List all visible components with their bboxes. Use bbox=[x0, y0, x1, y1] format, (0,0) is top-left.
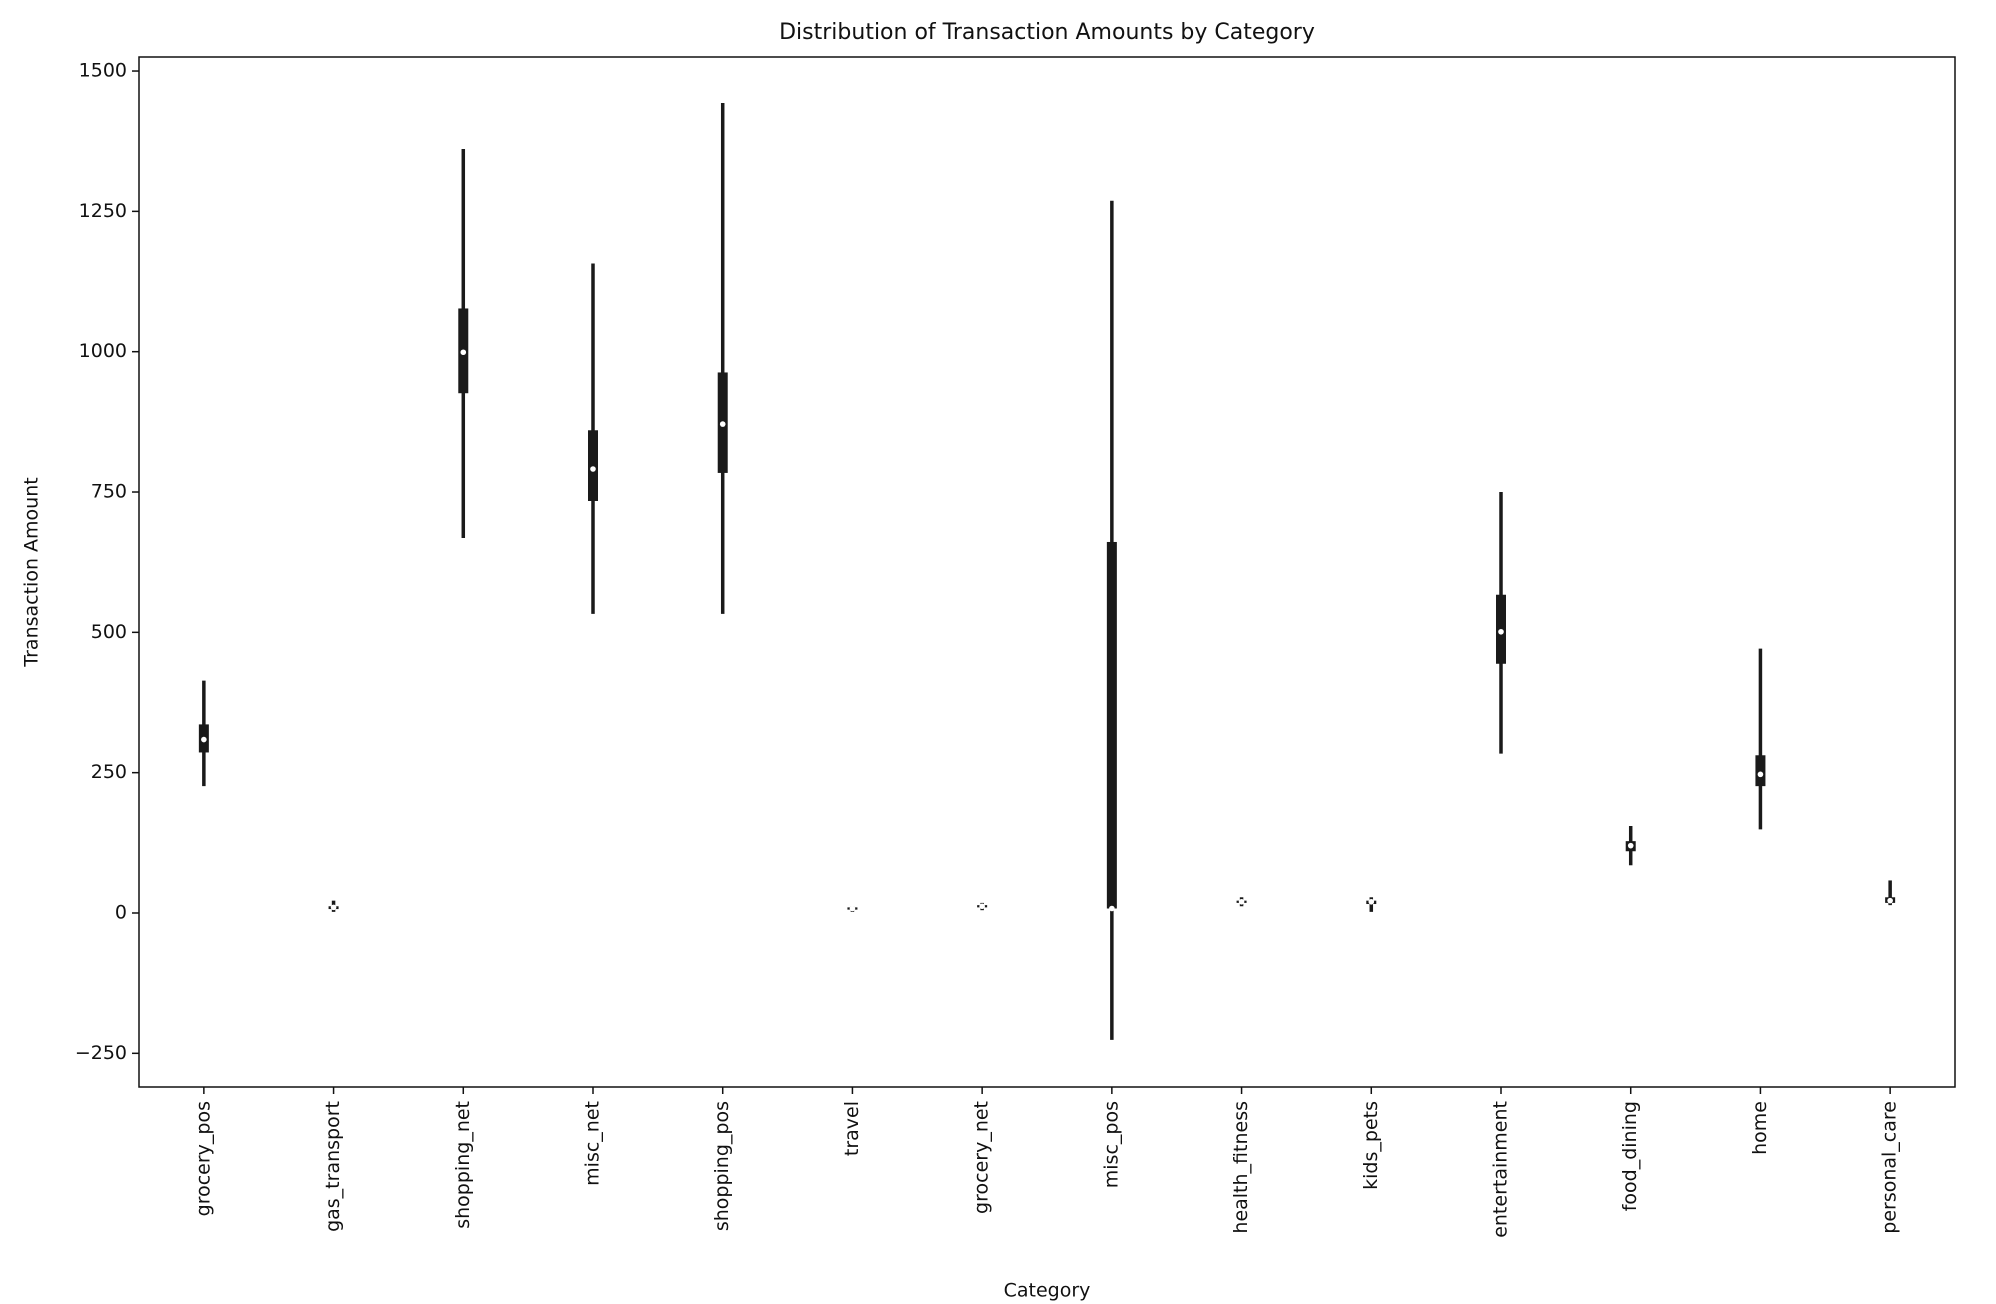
y-tick-label: 750 bbox=[91, 481, 127, 503]
median bbox=[1757, 771, 1764, 778]
x-tick-label: shopping_net bbox=[452, 1101, 474, 1229]
x-tick-label: grocery_net bbox=[971, 1101, 993, 1214]
median bbox=[590, 466, 596, 472]
y-tick-label: 250 bbox=[91, 761, 127, 783]
x-tick-label: entertainment bbox=[1490, 1101, 1512, 1238]
x-tick-label: food_dining bbox=[1619, 1101, 1641, 1211]
median bbox=[1887, 897, 1893, 904]
median bbox=[1109, 905, 1115, 912]
median bbox=[1627, 842, 1634, 849]
x-tick-label: home bbox=[1749, 1101, 1771, 1155]
x-tick-label: travel bbox=[841, 1101, 863, 1156]
plot-frame bbox=[138, 56, 1956, 1088]
median bbox=[1238, 898, 1245, 905]
median bbox=[460, 349, 467, 356]
median bbox=[1498, 628, 1504, 635]
y-tick-label: 500 bbox=[91, 621, 127, 643]
x-tick-label: gas_transport bbox=[322, 1101, 344, 1232]
x-tick-label: personal_care bbox=[1879, 1101, 1901, 1234]
y-axis-label: Transaction Amount bbox=[21, 477, 43, 667]
box bbox=[1106, 541, 1117, 909]
y-tick-label: 0 bbox=[115, 901, 127, 923]
x-axis-label: Category bbox=[1004, 1280, 1091, 1302]
x-tick-label: health_fitness bbox=[1230, 1101, 1252, 1234]
box bbox=[588, 430, 598, 501]
x-tick-label: misc_net bbox=[582, 1101, 604, 1186]
median bbox=[1368, 898, 1375, 905]
median bbox=[201, 736, 207, 743]
y-tick-label: 1000 bbox=[79, 340, 127, 362]
x-tick-label: kids_pets bbox=[1360, 1101, 1382, 1190]
y-tick-label: 1500 bbox=[79, 60, 127, 82]
median bbox=[849, 905, 856, 912]
chart-title: Distribution of Transaction Amounts by C… bbox=[779, 20, 1315, 45]
median bbox=[979, 903, 985, 910]
x-tick-label: shopping_pos bbox=[711, 1101, 733, 1231]
y-tick-label: −250 bbox=[75, 1042, 127, 1064]
x-tick-label: misc_pos bbox=[1100, 1101, 1122, 1188]
median bbox=[719, 421, 726, 427]
box bbox=[1755, 755, 1766, 787]
x-tick-label: grocery_pos bbox=[192, 1101, 214, 1216]
median bbox=[330, 904, 337, 911]
y-tick-label: 1250 bbox=[79, 200, 127, 222]
